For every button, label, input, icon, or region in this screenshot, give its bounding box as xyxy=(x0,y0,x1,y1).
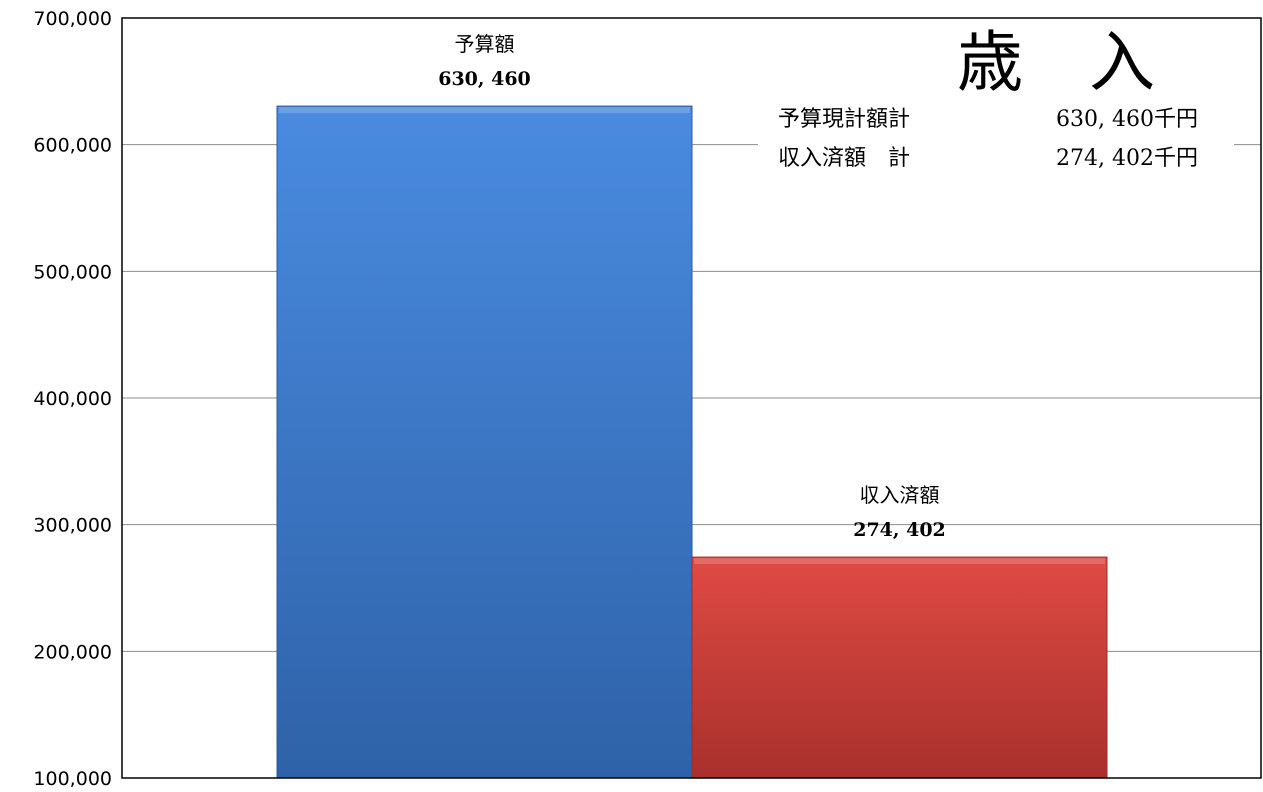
summary-value: 630, 460千円 xyxy=(1056,107,1198,132)
y-tick-label: 400,000 xyxy=(33,388,112,410)
bar xyxy=(276,105,693,779)
bar-value-label: 274, 402 xyxy=(853,519,946,541)
plot-area-border xyxy=(121,17,1262,779)
summary-label: 予算現計額計 xyxy=(778,107,910,132)
summary-value: 274, 402千円 xyxy=(1056,146,1198,171)
y-tick-label: 200,000 xyxy=(33,641,112,663)
bars xyxy=(276,105,1108,779)
summary-label: 収入済額 計 xyxy=(778,146,910,171)
bar-highlight xyxy=(694,558,1105,565)
bar xyxy=(691,556,1108,779)
y-tick-label: 700,000 xyxy=(33,8,112,30)
chart-title: 歳 入 xyxy=(957,24,1155,101)
y-axis-tick-labels: 100,000 200,000 300,000 400,000 500,000 600,0… xyxy=(33,8,112,790)
y-tick-label: 600,000 xyxy=(33,135,112,157)
bar-highlight xyxy=(279,107,690,114)
summary-background xyxy=(758,100,1234,182)
bar-category-label: 予算額 xyxy=(455,32,515,56)
y-tick-label: 100,000 xyxy=(33,768,112,790)
bar-labels: 予算額 630, 460 収入済額 274, 402 xyxy=(438,32,946,541)
y-tick-label: 300,000 xyxy=(33,515,112,537)
bar-value-label: 630, 460 xyxy=(438,68,531,90)
bar-category-label: 収入済額 xyxy=(860,483,940,507)
y-tick-label: 500,000 xyxy=(33,261,112,283)
